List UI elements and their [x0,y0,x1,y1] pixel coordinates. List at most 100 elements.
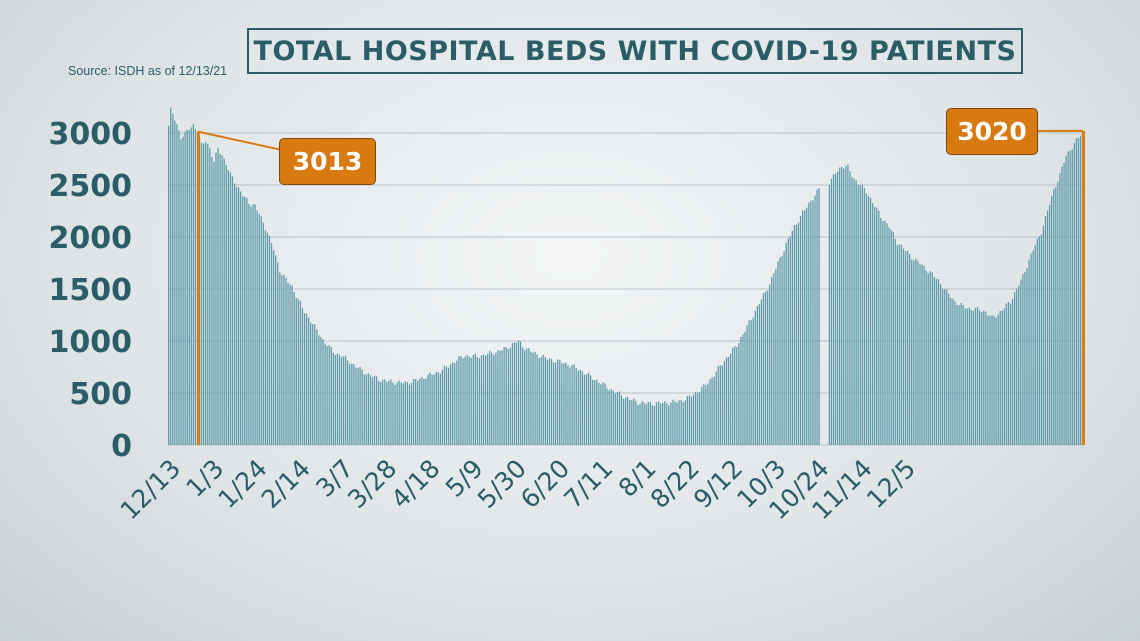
bar [182,136,184,446]
bar [711,377,713,445]
bar [777,261,779,445]
bar [756,306,758,445]
bar [474,353,476,445]
bar [713,376,715,445]
y-tick-label: 500 [69,377,132,412]
bar [507,349,509,445]
bar [742,334,744,445]
bar [427,374,429,445]
bar [966,308,968,445]
bar [470,357,472,445]
bar [190,127,192,445]
bar [655,402,658,445]
bar [353,364,355,445]
bar-series [168,107,1082,446]
chart-title: TOTAL HOSPITAL BEDS WITH COVID-19 PATIEN… [247,28,1023,74]
bar [554,362,557,445]
bar [779,257,781,445]
bar [388,380,390,445]
bar [552,362,555,445]
bar [1055,187,1057,445]
bar [960,302,962,445]
bar [900,244,903,445]
bar [622,398,625,445]
bar [954,301,956,445]
bar [345,355,347,445]
bar [347,360,349,445]
bar [363,374,365,445]
bar [995,317,997,445]
bar [1044,215,1047,445]
bar [1053,189,1055,445]
bar [244,196,246,445]
bar [799,215,802,445]
bar [505,346,507,445]
bar [513,342,516,445]
bar [275,255,277,445]
bar [480,355,483,445]
bar [1049,204,1051,445]
bar [941,289,944,445]
bar [303,313,306,445]
bar [464,356,466,445]
bar [688,395,691,445]
bar [439,373,441,445]
bar [322,339,324,445]
bar [340,357,343,445]
bar [676,402,678,445]
bar [921,264,923,445]
bar [923,265,925,445]
x-tick-labels: 12/131/31/242/143/73/284/185/95/306/207/… [115,454,921,525]
bar [972,310,975,445]
bar [635,400,637,445]
bar [579,369,581,445]
bar [557,359,559,445]
bar [845,166,847,446]
bar [789,236,791,445]
bar [1018,285,1020,445]
bar [1057,181,1059,445]
bar [1065,155,1067,445]
bar [546,359,549,445]
bar [295,297,297,445]
x-tick-label: 6/20 [515,454,575,514]
bar [863,188,866,445]
bar [577,370,579,445]
bar [524,350,526,445]
y-tick-label: 2500 [49,169,133,204]
bar [1003,308,1005,445]
bar [993,316,995,445]
bar [729,353,732,445]
bar [489,350,491,445]
bar [1051,196,1053,445]
bar [787,238,789,445]
bar [721,365,723,445]
x-tick-label: 4/18 [385,454,445,514]
bar [719,365,721,445]
bar [843,168,845,446]
bar [285,277,287,445]
bar [752,317,754,445]
bar [981,312,983,445]
bar [818,188,820,445]
bar [493,355,495,445]
bar [404,381,406,445]
bar [559,359,561,445]
bar [423,379,425,445]
bar [760,299,763,445]
x-tick-label: 12/5 [861,454,921,514]
bar [974,307,977,445]
bar [968,307,971,445]
bar [406,382,409,445]
y-tick-label: 1500 [49,273,133,308]
bar [744,331,746,445]
bar [357,368,359,445]
bar [314,324,316,445]
bar [569,367,571,445]
bar [919,264,921,445]
bar [297,298,299,445]
bar [355,367,357,445]
bar [367,373,369,445]
bar [841,166,843,446]
bar [1009,303,1012,445]
